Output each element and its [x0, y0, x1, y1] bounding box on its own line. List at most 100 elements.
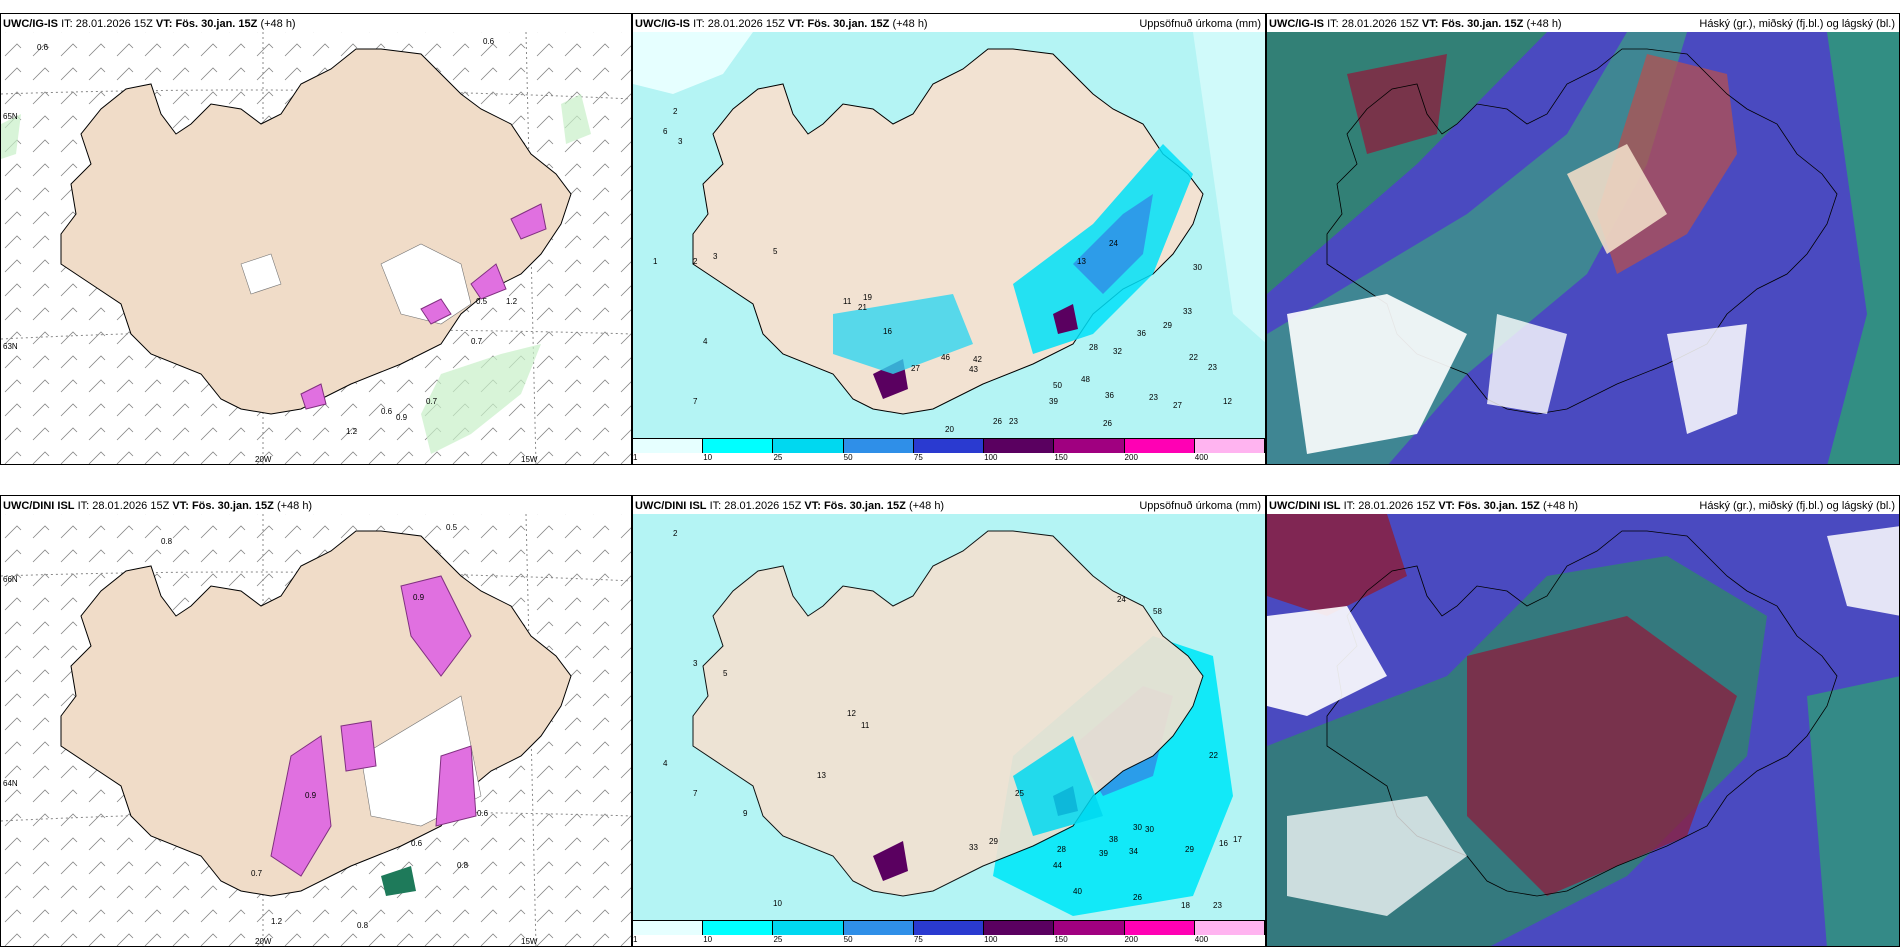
- colorbar-tick: 1: [633, 935, 638, 944]
- precip-value: 11: [861, 721, 870, 730]
- precip-value: 30: [1133, 823, 1142, 832]
- panel-header: UWC/DINI ISL IT: 28.01.2026 15Z VT: Fös.…: [3, 498, 627, 514]
- precip-value: 30: [1193, 263, 1202, 272]
- map-panel-clouds-bottom: UWC/DINI ISL IT: 28.01.2026 15Z VT: Fös.…: [1266, 495, 1900, 947]
- precip-value: 6: [663, 127, 668, 136]
- precip-value: 48: [1081, 375, 1090, 384]
- precip-value: 22: [1189, 353, 1198, 362]
- colorbar-cells: [633, 920, 1265, 935]
- valid-time: Fös. 30.jan. 15Z: [1441, 18, 1524, 30]
- precip-value: 26: [1133, 893, 1142, 902]
- wind-annotation: 0.6: [483, 37, 495, 46]
- colorbar-tick: 10: [703, 935, 713, 944]
- precip-value: 7: [693, 397, 698, 406]
- precip-value: 33: [1183, 307, 1192, 316]
- colorbar-cell: [703, 921, 774, 935]
- colorbar-cell: [703, 439, 774, 453]
- colorbar-cell: [843, 921, 914, 935]
- precip-colorbar: 1 10 25 50 75 100 150 200 400: [633, 920, 1265, 946]
- colorbar-tick: 100: [984, 935, 998, 944]
- precip-value: 25: [1015, 789, 1024, 798]
- precip-value: 44: [1053, 861, 1062, 870]
- model-name: UWC/DINI ISL: [1269, 500, 1341, 512]
- precip-value: 30: [1145, 825, 1154, 834]
- colorbar-tick: 1: [633, 453, 638, 462]
- precip-value: 29: [989, 837, 998, 846]
- init-time: 28.01.2026 15Z: [75, 18, 153, 30]
- colorbar-cell: [633, 439, 704, 453]
- precip-value: 42: [973, 355, 982, 364]
- vt-label: VT:: [787, 18, 805, 30]
- precip-value: 23: [1009, 417, 1018, 426]
- precip-value: 34: [1129, 847, 1138, 856]
- panel-title: Uppsöfnuð úrkoma (mm): [1139, 500, 1261, 512]
- map-panel-precip-top: UWC/IG-IS IT: 28.01.2026 15Z VT: Fös. 30…: [632, 13, 1266, 465]
- wind-annotation: 0.7: [471, 337, 483, 346]
- precip-value: 27: [911, 364, 920, 373]
- precip-value: 26: [993, 417, 1002, 426]
- lat-label: 65N: [3, 112, 18, 121]
- precip-value: 27: [1173, 401, 1182, 410]
- precip-value: 5: [773, 247, 778, 256]
- precip-value: 33: [969, 843, 978, 852]
- colorbar-tick: 25: [773, 453, 783, 462]
- colorbar-cell: [843, 439, 914, 453]
- precip-value: 2: [673, 529, 678, 538]
- lead-time: (+48 h): [260, 18, 296, 30]
- wind-annotation: 0.8: [161, 537, 173, 546]
- panel-title: Háský (gr.), miðský (fj.bl.) og lágský (…: [1699, 500, 1895, 512]
- it-label: IT:: [1327, 18, 1339, 30]
- precip-value: 36: [1137, 329, 1146, 338]
- precip-value: 43: [969, 365, 978, 374]
- lead-time: (+48 h): [1542, 500, 1579, 512]
- precip-value: 19: [863, 293, 872, 302]
- precip-value: 12: [1223, 397, 1232, 406]
- colorbar-cell: [633, 921, 704, 935]
- colorbar-tick: 100: [984, 453, 998, 462]
- wind-annotation: 0.8: [357, 921, 369, 930]
- vt-label: VT:: [804, 500, 821, 512]
- it-label: IT:: [709, 500, 722, 512]
- lon-label: 15W: [521, 455, 538, 464]
- colorbar-tick: 200: [1124, 935, 1138, 944]
- wind-annotation: 0.7: [426, 397, 438, 406]
- panel-header: UWC/IG-IS IT: 28.01.2026 15Z VT: Fös. 30…: [635, 16, 1261, 32]
- lead-time: (+48 h): [892, 18, 928, 30]
- precip-value: 20: [945, 425, 954, 434]
- vt-label: VT:: [1438, 500, 1455, 512]
- precip-value: 58: [1153, 607, 1162, 616]
- precip-value: 38: [1109, 835, 1118, 844]
- colorbar-cell: [1054, 439, 1125, 453]
- vt-label: VT:: [155, 18, 173, 30]
- map-panel-wind-top: UWC/IG-IS IT: 28.01.2026 15Z VT: Fös. 30…: [0, 13, 632, 465]
- precip-value: 39: [1049, 397, 1058, 406]
- precip-value: 10: [773, 899, 782, 908]
- vt-label: VT:: [1421, 18, 1439, 30]
- precip-value: 46: [941, 353, 950, 362]
- precip-value: 9: [743, 809, 748, 818]
- init-time: 28.01.2026 15Z: [707, 18, 785, 30]
- precip-value: 2: [673, 107, 678, 116]
- lat-label: 64N: [3, 779, 18, 788]
- init-time: 28.01.2026 15Z: [724, 500, 802, 512]
- lead-time: (+48 h): [276, 500, 313, 512]
- precip-value: 17: [1233, 835, 1242, 844]
- colorbar-cell: [1124, 439, 1195, 453]
- model-name: UWC/IG-IS: [635, 18, 690, 30]
- map-panel-clouds-top: UWC/IG-IS IT: 28.01.2026 15Z VT: Fös. 30…: [1266, 13, 1900, 465]
- panel-title: Háský (gr.), miðský (fj.bl.) og lágský (…: [1699, 18, 1895, 30]
- colorbar-cell: [1194, 439, 1265, 453]
- lead-time: (+48 h): [908, 500, 945, 512]
- cloud-map: [1267, 514, 1899, 946]
- panel-header: UWC/IG-IS IT: 28.01.2026 15Z VT: Fös. 30…: [3, 16, 627, 32]
- it-label: IT:: [77, 500, 90, 512]
- panel-title: Uppsöfnuð úrkoma (mm): [1139, 18, 1261, 30]
- precip-value: 23: [1213, 901, 1222, 910]
- valid-time: Fös. 30.jan. 15Z: [1457, 500, 1540, 512]
- colorbar-tick: 50: [843, 935, 853, 944]
- precip-value: 11: [843, 297, 852, 306]
- panel-header: UWC/DINI ISL IT: 28.01.2026 15Z VT: Fös.…: [1269, 498, 1895, 514]
- precip-map: 2 3 5 4 7 9 10 11 13 12 25 33 29 40 44 3…: [633, 514, 1265, 922]
- colorbar-cell: [913, 439, 985, 453]
- colorbar-tick: 75: [913, 935, 923, 944]
